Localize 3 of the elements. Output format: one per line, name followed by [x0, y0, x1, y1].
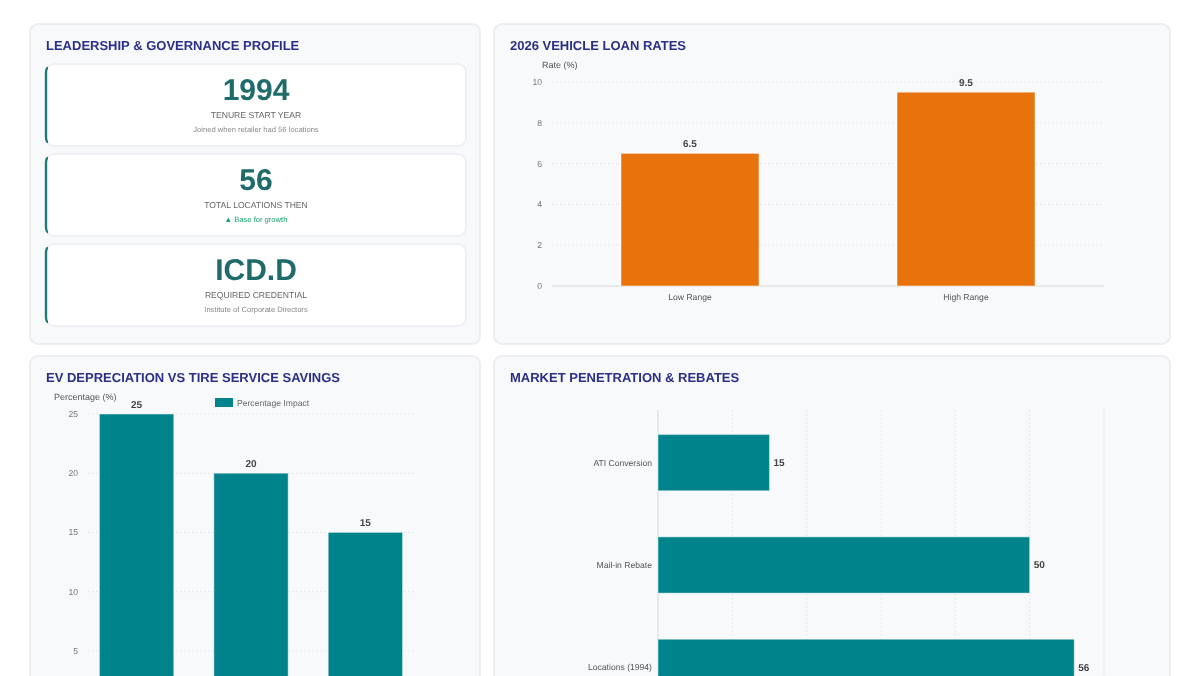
text: ICD.D: [215, 254, 298, 288]
text: 56: [239, 164, 273, 198]
text: 1994: [222, 74, 291, 108]
